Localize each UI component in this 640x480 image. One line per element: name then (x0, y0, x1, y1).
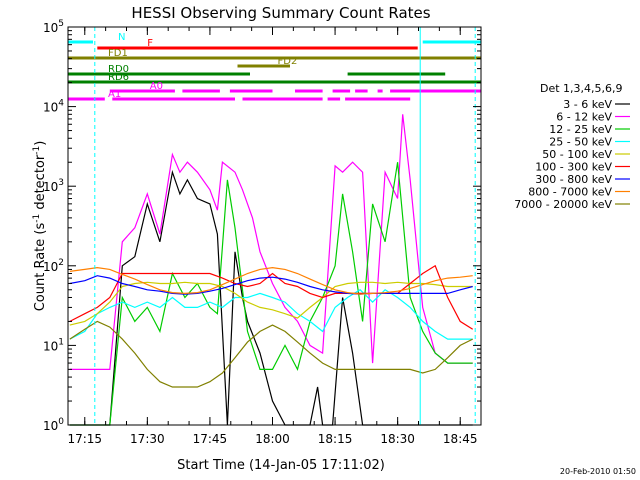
flag-label-a0: A0 (150, 81, 163, 92)
legend-label-800-7000-kev: 800 - 7000 keV (528, 186, 612, 199)
series-line-7000-20000-kev (69, 320, 473, 388)
series-line-25-50-kev (69, 289, 473, 340)
legend-label-7000-20000-kev: 7000 - 20000 keV (514, 198, 612, 211)
flag-label-a1: A1 (108, 89, 121, 100)
y-tick-label: 101 (43, 337, 64, 353)
time-markers (94, 27, 476, 425)
x-tick-label: 17:15 (67, 432, 102, 446)
series-line-100-300-kev (69, 264, 474, 330)
flag-label-rd6: RD6 (108, 72, 129, 83)
y-axis-ticks: 100 101 102 103 104 105 (43, 19, 481, 433)
legend-label-25-50-kev: 25 - 50 keV (549, 136, 612, 149)
legend-label-50-100-kev: 50 - 100 keV (542, 148, 612, 161)
timestamp: 20-Feb-2010 01:50 (560, 467, 636, 476)
series-line-12-25-kev (69, 162, 473, 426)
flag-label-fd1: FD1 (108, 48, 128, 59)
y-axis-title-end: ) (33, 141, 48, 146)
legend-title: Det 1,3,4,5,6,9 (540, 82, 623, 95)
x-tick-label: 18:30 (380, 432, 415, 446)
series-lines (69, 114, 474, 426)
legend-label-100-300-kev: 100 - 300 keV (535, 161, 612, 174)
x-axis-ticks: 17:15 17:30 17:45 18:00 18:15 18:30 18:45 (67, 27, 478, 446)
y-tick-label: 103 (43, 178, 64, 194)
legend-label-3-6-kev: 3 - 6 keV (563, 98, 612, 111)
flag-label-rd0: RD0 (108, 64, 129, 75)
legend-label-6-12-kev: 6 - 12 keV (556, 111, 612, 124)
legend-label-12-25-kev: 12 - 25 keV (549, 123, 612, 136)
y-axis-title-mid: detector (33, 154, 48, 214)
x-tick-label: 18:15 (318, 432, 353, 446)
y-axis-title-exp2: -1 (32, 146, 42, 155)
x-tick-label: 17:30 (130, 432, 165, 446)
flag-label-n: N (118, 32, 125, 43)
legend-label-300-800-kev: 300 - 800 keV (535, 173, 612, 186)
series-line-6-12-kev (69, 114, 473, 370)
series-line-800-7000-kev (69, 266, 473, 295)
x-tick-label: 17:45 (193, 432, 228, 446)
x-tick-label: 18:00 (255, 432, 290, 446)
x-axis-title: Start Time (14-Jan-05 17:11:02) (177, 458, 385, 473)
y-tick-label: 105 (43, 19, 64, 35)
chart-title: HESSI Observing Summary Count Rates (131, 4, 430, 22)
y-axis-title-exp1: -1 (32, 214, 42, 223)
flag-label-fd2: FD2 (278, 56, 298, 67)
series-line-50-100-kev (69, 281, 473, 326)
series-line-3-6-kev (69, 169, 473, 426)
flag-label-f: F (147, 38, 153, 49)
x-tick-label: 18:45 (443, 432, 478, 446)
plot-frame (67, 26, 482, 426)
series-line-300-800-kev (69, 275, 473, 295)
y-tick-label: 102 (43, 258, 64, 274)
y-tick-label: 104 (43, 99, 64, 115)
y-axis-title-main: Count Rate (s (33, 223, 48, 312)
y-axis-title: Count Rate (s-1 detector-1) (32, 141, 48, 312)
y-tick-label: 100 (43, 417, 64, 433)
